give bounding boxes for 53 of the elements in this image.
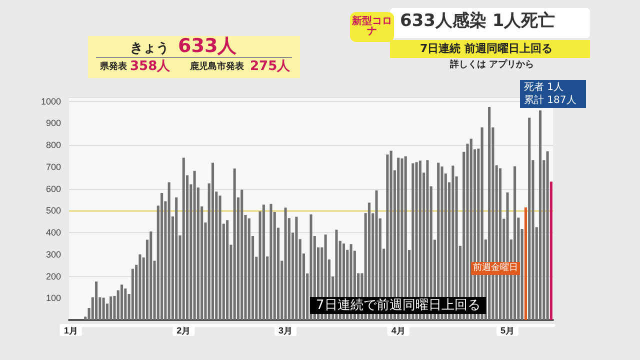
bar [546,151,549,320]
bar [284,208,287,320]
bar [524,207,527,320]
text: 鹿児島市発表 [190,62,244,72]
text: きょう [130,41,169,56]
y-tick-label: 700 [46,162,61,172]
bar [124,288,127,320]
chart-title: 633人感染 1人死亡 [400,11,556,31]
bar [131,268,134,320]
bar [295,216,298,320]
y-tick-label: 500 [46,206,61,216]
text: 358人 [130,59,170,74]
bar [233,168,236,320]
y-tick-label: 1000 [40,96,61,106]
bar [150,231,152,320]
bar [120,284,124,320]
text: 633人 [178,35,237,57]
bar [168,182,170,320]
text: 死者 1人 [520,80,586,96]
bar [211,162,214,320]
bar [102,298,105,320]
text: 県発表 [100,62,127,72]
y-tick-label: 400 [46,228,61,238]
annotation: 前週金曜日 [471,262,520,275]
bar [528,118,531,320]
text: 新型コロナ [350,12,394,42]
y-tick-label: 100 [46,293,61,304]
text: 詳しくは アプリから [450,60,534,70]
chart-subtitle: 7日連続 前週同曜日上回る [420,42,552,55]
annotation: 7日連続で前週同曜日上回る [310,297,486,314]
bar [193,170,196,320]
bar [110,296,112,320]
y-tick-label: 800 [46,140,61,150]
bar [226,220,229,320]
bar [218,196,222,320]
bar [550,182,552,320]
y-tick-label: 200 [46,271,61,282]
bar [175,197,178,320]
annotation: 累計 187人 [520,94,586,108]
bar [538,110,542,320]
bar [270,204,272,320]
bar [160,192,164,320]
text: 275人 [250,59,290,74]
bar [95,282,98,320]
bar [498,168,502,320]
bar [240,190,244,320]
bar [182,158,185,320]
bar [138,254,142,320]
y-tick-label: 900 [46,118,61,128]
bar [248,218,250,320]
y-tick-label: 300 [46,249,61,260]
bar [262,204,265,320]
y-tick-label: 600 [46,184,61,194]
